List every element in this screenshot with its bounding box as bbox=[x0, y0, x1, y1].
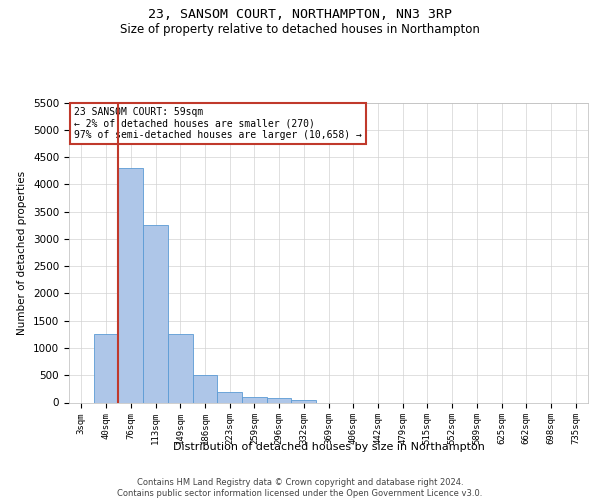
Bar bbox=[193, 375, 217, 402]
Text: 23 SANSOM COURT: 59sqm
← 2% of detached houses are smaller (270)
97% of semi-det: 23 SANSOM COURT: 59sqm ← 2% of detached … bbox=[74, 107, 362, 140]
Text: Size of property relative to detached houses in Northampton: Size of property relative to detached ho… bbox=[120, 22, 480, 36]
Text: Contains HM Land Registry data © Crown copyright and database right 2024.
Contai: Contains HM Land Registry data © Crown c… bbox=[118, 478, 482, 498]
Bar bbox=[267, 398, 292, 402]
Text: Distribution of detached houses by size in Northampton: Distribution of detached houses by size … bbox=[173, 442, 485, 452]
Y-axis label: Number of detached properties: Number of detached properties bbox=[17, 170, 28, 334]
Text: 23, SANSOM COURT, NORTHAMPTON, NN3 3RP: 23, SANSOM COURT, NORTHAMPTON, NN3 3RP bbox=[148, 8, 452, 20]
Bar bbox=[217, 392, 242, 402]
Bar bbox=[143, 225, 168, 402]
Bar bbox=[292, 400, 316, 402]
Bar bbox=[118, 168, 143, 402]
Bar bbox=[242, 397, 267, 402]
Bar bbox=[168, 334, 193, 402]
Bar bbox=[94, 334, 118, 402]
